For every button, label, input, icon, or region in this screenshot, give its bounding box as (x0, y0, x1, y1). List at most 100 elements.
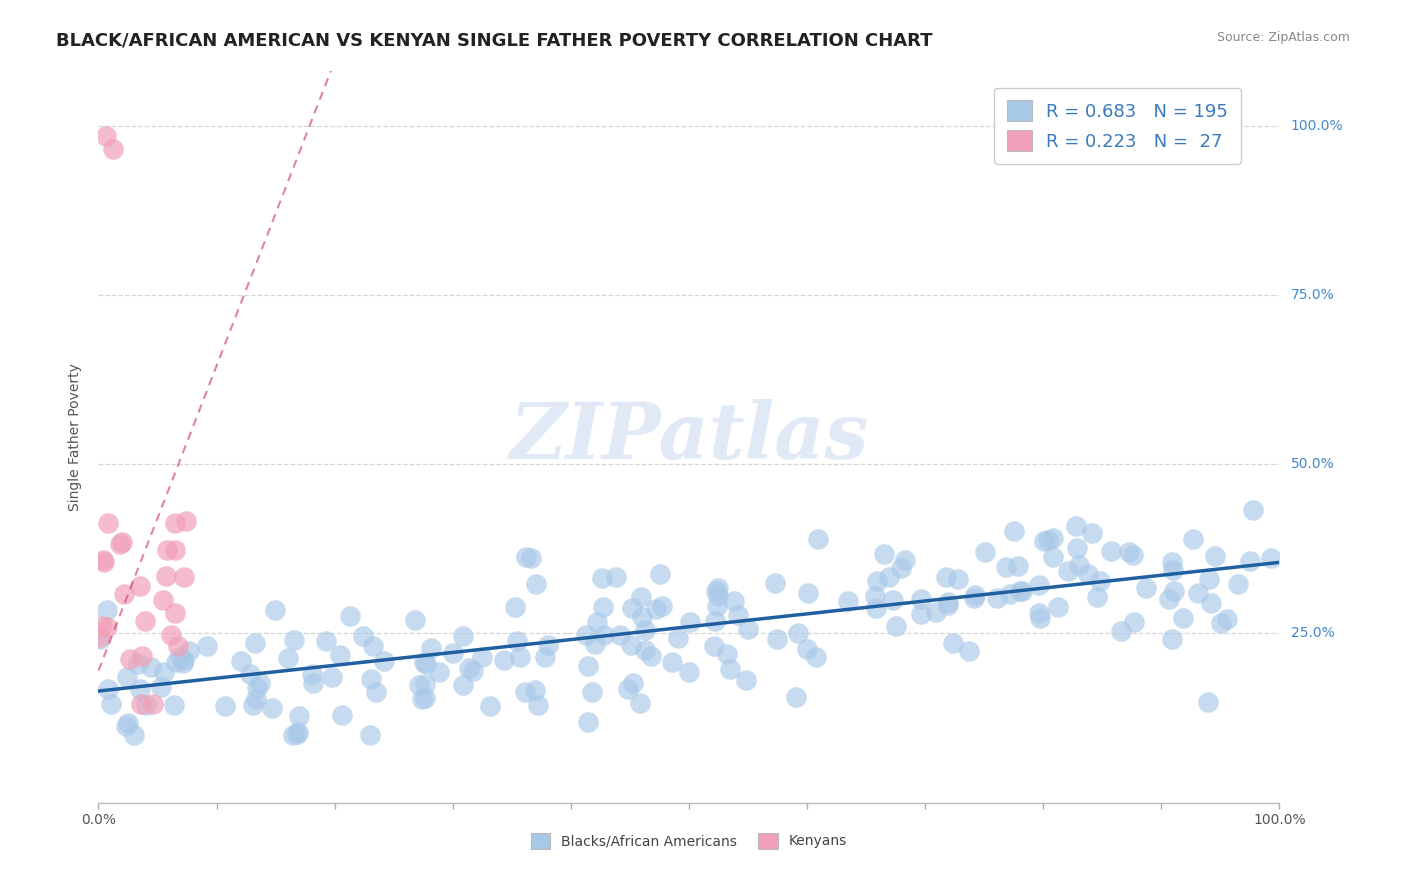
Point (118, 652, 141, 666)
Point (634, 623, 657, 637)
Point (910, 591, 932, 606)
Y-axis label: Single Father Poverty: Single Father Poverty (69, 363, 83, 511)
Point (1066, 541, 1088, 555)
Point (621, 676, 644, 690)
Point (1161, 556, 1184, 570)
Point (605, 570, 627, 584)
Text: BLACK/AFRICAN AMERICAN VS KENYAN SINGLE FATHER POVERTY CORRELATION CHART: BLACK/AFRICAN AMERICAN VS KENYAN SINGLE … (56, 31, 932, 49)
Point (1118, 545, 1140, 559)
Point (1002, 524, 1025, 539)
Point (925, 605, 948, 619)
Point (973, 545, 995, 559)
Point (1028, 610, 1050, 624)
Point (478, 698, 501, 713)
Point (249, 676, 271, 690)
Point (96, 603, 118, 617)
Point (167, 640, 190, 654)
Point (153, 665, 176, 680)
Point (142, 697, 165, 711)
Point (703, 639, 725, 653)
Point (866, 574, 889, 589)
Point (583, 637, 606, 651)
Point (998, 587, 1021, 601)
Point (89, 630, 111, 644)
Point (413, 676, 436, 690)
Point (1239, 554, 1261, 568)
Point (359, 728, 381, 742)
Point (1047, 600, 1070, 615)
Point (592, 600, 614, 615)
Point (427, 665, 450, 680)
Point (239, 667, 262, 681)
Point (957, 644, 980, 658)
Point (156, 542, 179, 557)
Point (631, 610, 654, 624)
Point (936, 595, 959, 609)
Point (411, 692, 433, 706)
Point (882, 593, 904, 607)
Point (135, 698, 157, 712)
Point (505, 599, 527, 614)
Point (155, 569, 177, 583)
Point (796, 586, 818, 600)
Point (519, 550, 541, 565)
Point (94, 128, 117, 143)
Point (995, 560, 1018, 574)
Point (1042, 531, 1064, 545)
Point (621, 600, 644, 615)
Point (936, 598, 959, 612)
Point (796, 642, 818, 657)
Point (321, 670, 343, 684)
Point (1007, 559, 1029, 574)
Point (93, 555, 115, 569)
Point (1260, 550, 1282, 565)
Point (628, 696, 651, 710)
Point (1122, 615, 1144, 629)
Point (197, 640, 219, 654)
Point (361, 639, 384, 653)
Point (172, 656, 194, 670)
Point (1216, 612, 1239, 626)
Point (865, 601, 887, 615)
Point (942, 636, 965, 650)
Point (534, 650, 557, 665)
Point (461, 665, 484, 679)
Point (948, 572, 970, 586)
Point (1187, 586, 1209, 600)
Point (264, 602, 287, 616)
Point (509, 650, 531, 665)
Point (666, 632, 689, 646)
Point (100, 697, 122, 711)
Point (128, 579, 150, 593)
Point (1204, 549, 1226, 564)
Point (97, 516, 120, 531)
Point (360, 673, 382, 687)
Point (787, 626, 810, 640)
Point (1066, 518, 1088, 533)
Point (165, 655, 187, 669)
Point (408, 678, 430, 692)
Point (141, 659, 163, 673)
Point (578, 659, 600, 673)
Point (718, 662, 741, 676)
Point (707, 581, 730, 595)
Point (165, 606, 187, 620)
Point (706, 589, 728, 603)
Point (330, 707, 353, 722)
Point (366, 685, 388, 699)
Point (766, 632, 789, 647)
Point (117, 716, 139, 731)
Point (523, 682, 546, 697)
Point (890, 561, 912, 575)
Point (451, 678, 474, 692)
Point (111, 535, 134, 549)
Text: 25.0%: 25.0% (1291, 626, 1334, 640)
Point (150, 681, 173, 695)
Point (112, 587, 135, 601)
Point (1011, 583, 1033, 598)
Point (1028, 578, 1050, 592)
Point (527, 698, 550, 713)
Point (645, 602, 668, 616)
Text: ZIPatlas: ZIPatlas (509, 399, 869, 475)
Point (1181, 532, 1204, 546)
